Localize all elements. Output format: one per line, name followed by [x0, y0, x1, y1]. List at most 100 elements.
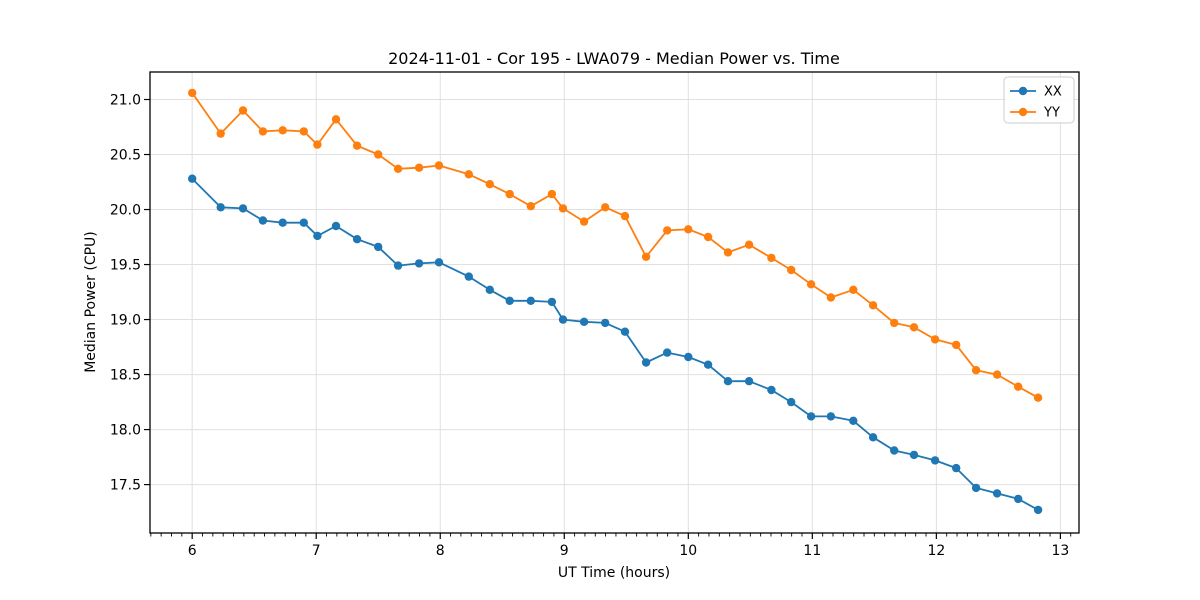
x-tick-label: 7	[312, 543, 321, 559]
data-point-xx	[620, 327, 630, 336]
y-tick-label: 20.5	[110, 148, 141, 164]
data-point-xx	[868, 433, 878, 442]
data-point-yy	[188, 88, 197, 98]
chart-title: 2024-11-01 - Cor 195 - LWA079 - Median P…	[388, 49, 840, 68]
data-point-yy	[414, 163, 424, 172]
data-point-xx	[971, 483, 981, 493]
data-point-yy	[547, 189, 557, 199]
data-point-yy	[278, 126, 287, 135]
data-point-xx	[890, 446, 899, 455]
grid-lines	[150, 72, 1079, 533]
data-point-yy	[620, 211, 630, 221]
data-point-xx	[849, 416, 858, 425]
data-point-yy	[374, 150, 383, 159]
data-point-xx	[313, 231, 322, 241]
legend-label-xx: XX	[1044, 85, 1062, 100]
data-point-xx	[258, 216, 268, 225]
data-point-yy	[930, 335, 940, 344]
x-tick-label: 8	[436, 543, 445, 559]
data-point-xx	[464, 272, 473, 281]
data-point-yy	[579, 217, 589, 226]
data-point-xx	[1014, 494, 1023, 504]
x-tick-label: 13	[1051, 543, 1069, 559]
data-point-xx	[331, 221, 341, 231]
data-point-yy	[216, 129, 225, 138]
data-point-yy	[952, 340, 961, 350]
series-yy	[188, 88, 1043, 402]
data-point-yy	[787, 265, 796, 275]
data-point-yy	[393, 164, 403, 173]
y-axis-label: Median Power (CPU)	[83, 231, 99, 373]
data-point-xx	[278, 218, 287, 227]
data-point-yy	[992, 370, 1002, 379]
data-point-xx	[374, 242, 383, 252]
data-point-xx	[1033, 505, 1043, 515]
data-point-yy	[703, 232, 713, 242]
data-point-xx	[806, 412, 816, 421]
x-axis-label: UT Time (hours)	[558, 565, 670, 581]
series-line-xx	[191, 178, 1039, 511]
data-point-xx	[188, 174, 197, 183]
data-point-xx	[434, 258, 444, 267]
data-point-yy	[663, 226, 672, 235]
data-point-xx	[393, 261, 403, 270]
axis-ticks: 6 7 8 9 10 11 12 13 17.5 18.0 18.5 19.0 19.5 20.0 20.5…	[110, 93, 1072, 559]
data-point-yy	[744, 240, 754, 249]
data-point-xx	[723, 377, 733, 386]
data-series	[188, 88, 1043, 515]
data-point-yy	[558, 204, 568, 213]
plot-border	[149, 71, 1080, 534]
legend-label-yy: YY	[1043, 106, 1060, 121]
data-point-yy	[331, 115, 341, 124]
data-point-yy	[526, 202, 535, 211]
data-point-yy	[641, 252, 651, 261]
series-xx	[188, 174, 1043, 515]
x-tick-label: 10	[679, 543, 697, 559]
data-point-xx	[526, 296, 535, 305]
data-point-xx	[952, 463, 961, 473]
data-point-xx	[579, 317, 589, 326]
data-point-xx	[414, 259, 424, 268]
data-point-xx	[992, 489, 1002, 498]
data-point-yy	[313, 140, 322, 149]
data-point-yy	[767, 253, 776, 263]
data-point-xx	[703, 360, 713, 369]
legend: XX YY	[1003, 76, 1075, 124]
y-tick-label: 20.0	[110, 203, 141, 219]
data-point-xx	[684, 352, 693, 362]
data-point-yy	[299, 127, 308, 136]
legend-marker-xx-icon	[1018, 86, 1028, 96]
legend-box	[1003, 76, 1075, 124]
legend-item-xx: XX	[1010, 85, 1062, 100]
data-point-xx	[909, 450, 919, 460]
data-point-yy	[485, 180, 494, 189]
data-point-xx	[601, 318, 610, 328]
data-point-xx	[930, 456, 940, 465]
y-tick-label: 19.0	[110, 313, 141, 329]
data-point-yy	[601, 203, 610, 212]
x-tick-label: 6	[188, 543, 197, 559]
data-point-xx	[352, 235, 362, 244]
y-tick-label: 17.5	[110, 478, 141, 494]
data-point-yy	[849, 285, 858, 294]
data-point-yy	[1014, 382, 1023, 391]
y-tick-label: 18.5	[110, 368, 141, 384]
data-point-xx	[299, 218, 308, 227]
data-point-yy	[909, 323, 919, 332]
data-point-yy	[238, 106, 248, 115]
data-point-yy	[505, 189, 514, 199]
data-point-yy	[1033, 393, 1043, 402]
y-tick-label: 21.0	[110, 93, 141, 109]
data-point-xx	[505, 296, 514, 305]
legend-marker-yy-icon	[1018, 107, 1028, 117]
data-point-xx	[547, 297, 557, 307]
data-point-xx	[744, 377, 754, 386]
data-point-yy	[258, 127, 268, 136]
data-point-xx	[216, 203, 225, 212]
data-point-xx	[238, 204, 248, 213]
data-point-yy	[684, 225, 693, 234]
series-line-yy	[191, 92, 1039, 399]
data-point-yy	[464, 170, 473, 179]
data-point-yy	[723, 248, 733, 257]
